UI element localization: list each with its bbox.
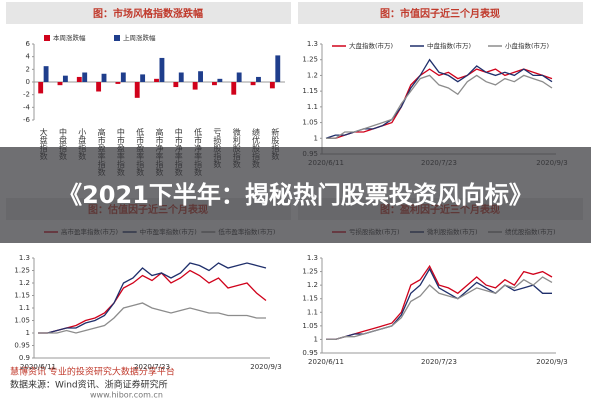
y-tick-label: -6 bbox=[23, 116, 31, 124]
y-tick-label: 1.15 bbox=[14, 292, 30, 300]
y-tick-label: 1.25 bbox=[302, 268, 318, 276]
y-tick-label: -4 bbox=[23, 103, 31, 111]
bar bbox=[178, 72, 184, 82]
bar bbox=[198, 71, 203, 82]
line-series bbox=[38, 302, 266, 334]
bar bbox=[62, 75, 68, 82]
y-tick-label: 1.25 bbox=[14, 267, 30, 275]
y-tick-label: 1 bbox=[314, 335, 318, 343]
panel-header bbox=[6, 2, 291, 24]
bar bbox=[57, 82, 63, 86]
bar bbox=[192, 82, 198, 90]
x-tick-label: 大盘指数 bbox=[39, 127, 48, 161]
watermark: 慧博资讯 专业的投资研究大数据分享平台 bbox=[10, 366, 175, 378]
bar bbox=[82, 72, 88, 82]
y-tick-label: 1.3 bbox=[19, 254, 30, 262]
bar bbox=[236, 72, 242, 82]
y-tick-label: 0.95 bbox=[302, 349, 318, 357]
y-tick-label: 1.3 bbox=[307, 254, 318, 262]
y-tick-label: 0 bbox=[26, 78, 30, 86]
bar bbox=[43, 66, 49, 82]
y-tick-label: -2 bbox=[23, 91, 30, 99]
y-tick-label: 0.95 bbox=[14, 342, 30, 350]
x-tick-label: 2020/9/3 bbox=[536, 358, 567, 366]
line-series bbox=[326, 74, 553, 139]
bar bbox=[154, 78, 159, 82]
x-tick-label: 中盘指数 bbox=[58, 127, 67, 161]
bar bbox=[275, 55, 281, 82]
bar bbox=[173, 82, 179, 88]
bar bbox=[38, 82, 44, 94]
legend-label: 中盘指数(市万) bbox=[427, 41, 471, 50]
y-tick-label: 1.2 bbox=[307, 71, 318, 79]
website: www.hibor.com.cn bbox=[90, 391, 163, 400]
chart-title: 图：市值因子近三个月表现 bbox=[380, 7, 500, 20]
y-tick-label: 1.05 bbox=[302, 322, 318, 330]
y-tick-label: 1.2 bbox=[307, 281, 318, 289]
y-tick-label: 1 bbox=[26, 329, 30, 337]
bar bbox=[101, 73, 107, 82]
legend-label: 小盘指数(市万) bbox=[505, 41, 549, 50]
x-tick-label: 2020/9/3 bbox=[250, 363, 281, 371]
y-tick-label: 1.15 bbox=[302, 295, 318, 303]
chart-title: 图：市场风格指数涨跌幅 bbox=[93, 7, 203, 20]
bar bbox=[217, 78, 223, 82]
y-tick-label: 1.1 bbox=[19, 304, 30, 312]
legend-label: 大盘指数(市万) bbox=[349, 41, 393, 50]
line-series bbox=[326, 276, 553, 341]
y-tick-label: 1.1 bbox=[307, 308, 318, 316]
bar bbox=[76, 76, 82, 82]
y-tick-label: 1.15 bbox=[302, 87, 318, 95]
bar bbox=[250, 82, 256, 86]
line-series bbox=[326, 264, 553, 341]
y-tick-label: 1.2 bbox=[19, 279, 30, 287]
y-tick-label: 6 bbox=[26, 40, 31, 48]
banner-title: 《2021下半年：揭秘热门股票投资风向标》 bbox=[58, 181, 533, 209]
line-series bbox=[38, 262, 267, 334]
bar bbox=[120, 72, 126, 82]
line-series bbox=[38, 269, 267, 334]
y-tick-label: 1.25 bbox=[302, 56, 318, 64]
x-tick-label: 2020/6/11 bbox=[308, 358, 344, 366]
y-tick-label: 1.3 bbox=[307, 40, 318, 48]
bar bbox=[96, 82, 102, 92]
source-note: 数据来源：Wind资讯、浙商证券研究所 bbox=[10, 379, 168, 391]
legend-label: 本周涨跌幅 bbox=[53, 33, 86, 42]
y-tick-label: 4 bbox=[26, 53, 31, 61]
y-tick-label: 1.05 bbox=[302, 119, 318, 127]
legend-swatch bbox=[114, 35, 120, 41]
bar bbox=[115, 82, 121, 84]
bar bbox=[140, 74, 146, 82]
x-tick-label: 小盘指数 bbox=[78, 128, 87, 161]
bar bbox=[212, 82, 217, 86]
panel-header bbox=[298, 2, 583, 24]
y-tick-label: 1.1 bbox=[307, 103, 318, 111]
y-tick-label: 1 bbox=[314, 134, 318, 142]
x-tick-label: 新股指数 bbox=[271, 127, 280, 161]
y-tick-label: 2 bbox=[26, 65, 30, 73]
legend-swatch bbox=[44, 35, 50, 41]
banner: 《2021下半年：揭秘热门股票投资风向标》 bbox=[0, 147, 591, 243]
bar bbox=[269, 82, 275, 89]
y-tick-label: 0.9 bbox=[19, 354, 30, 362]
line-series bbox=[326, 68, 553, 139]
y-tick-label: 1.05 bbox=[14, 317, 30, 325]
x-tick-label: 2020/6/11 bbox=[20, 363, 56, 371]
x-tick-label: 2020/7/23 bbox=[421, 358, 457, 366]
x-tick-label: 2020/7/23 bbox=[134, 363, 170, 371]
bar bbox=[231, 82, 237, 95]
bar bbox=[159, 57, 165, 82]
bar bbox=[134, 82, 140, 98]
legend-label: 上周涨跌幅 bbox=[123, 33, 156, 42]
bar bbox=[256, 76, 261, 82]
